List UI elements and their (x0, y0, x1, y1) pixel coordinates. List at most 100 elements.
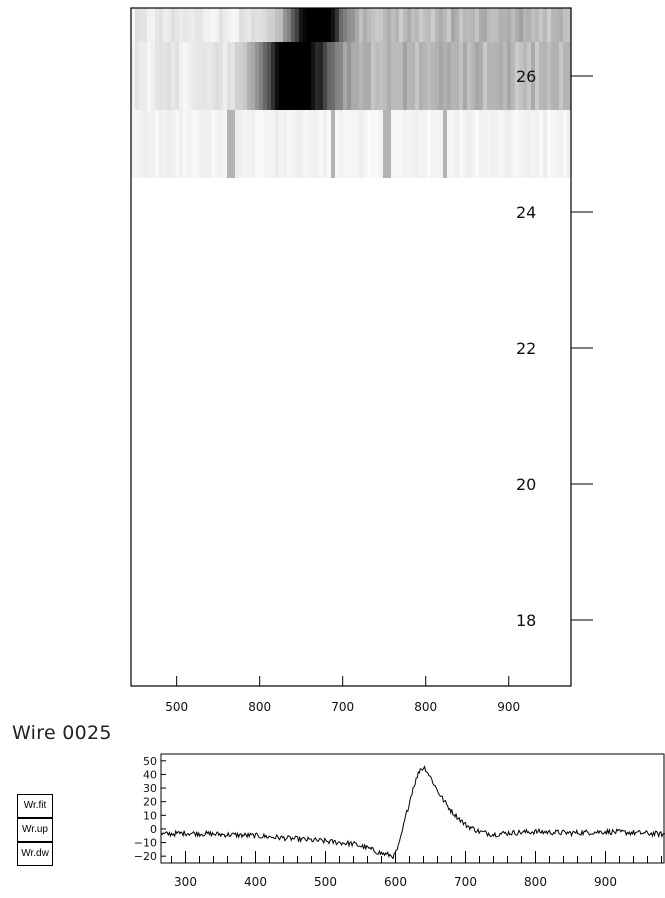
heatmap-row-wire-26 (131, 42, 572, 110)
heatmap-cell (471, 8, 476, 42)
heatmap-cell (567, 110, 572, 178)
heatmap-cell (187, 110, 192, 178)
heatmap-cell (407, 42, 412, 110)
heatmap-cell (503, 110, 508, 178)
heatmap-cell (167, 42, 172, 110)
heatmap-cell (479, 8, 484, 42)
heatmap-cell (199, 110, 204, 178)
heatmap-y-tick-label: 26 (516, 67, 536, 86)
heatmap-cell (411, 42, 416, 110)
heatmap-cell (323, 8, 328, 42)
wire-down-button[interactable]: Wr.dw (17, 842, 53, 866)
heatmap-cell (159, 110, 164, 178)
heatmap-y-tick-label: 22 (516, 339, 536, 358)
heatmap-cell (147, 8, 152, 42)
heatmap-cell (503, 42, 508, 110)
heatmap-cell (551, 42, 556, 110)
heatmap-cell (527, 42, 532, 110)
heatmap-cell (415, 8, 420, 42)
heatmap-cell (431, 8, 436, 42)
heatmap-cell (551, 110, 556, 178)
heatmap-cell (295, 42, 300, 110)
heatmap-cell (419, 8, 424, 42)
heatmap-cell (191, 110, 196, 178)
heatmap-cell (235, 8, 240, 42)
heatmap-cell (515, 110, 520, 178)
heatmap-cell (527, 8, 532, 42)
heatmap-cell (559, 8, 564, 42)
heatmap-cell (143, 110, 148, 178)
heatmap-cell (531, 42, 536, 110)
heatmap-cell (267, 110, 272, 178)
heatmap-cell (219, 110, 224, 178)
heatmap-cell (351, 8, 356, 42)
heatmap-cell (383, 8, 388, 42)
heatmap-cell (291, 8, 296, 42)
heatmap-cell (263, 42, 268, 110)
heatmap-cell (335, 42, 340, 110)
waveform-y-tick-label: 40 (143, 768, 157, 781)
heatmap-frame (130, 7, 572, 687)
heatmap-cell (243, 8, 248, 42)
heatmap-cell (243, 42, 248, 110)
heatmap-cell (399, 8, 404, 42)
heatmap-cell (423, 8, 428, 42)
heatmap-cell (407, 8, 412, 42)
heatmap-cell (315, 8, 320, 42)
heatmap-cell (555, 8, 560, 42)
heatmap-cell (331, 110, 336, 178)
heatmap-cell (363, 42, 368, 110)
heatmap-cell (327, 42, 332, 110)
heatmap-cell (379, 8, 384, 42)
heatmap-cell (279, 8, 284, 42)
heatmap-cell (527, 110, 532, 178)
heatmap-cell (179, 42, 184, 110)
heatmap-cell (315, 42, 320, 110)
heatmap-cell (327, 110, 332, 178)
heatmap-cell (403, 110, 408, 178)
waveform-x-tick-label: 500 (314, 875, 337, 889)
heatmap-cell (211, 8, 216, 42)
waveform-y-tick-label: 10 (143, 809, 157, 822)
wire-fit-button[interactable]: Wr.fit (17, 794, 53, 818)
heatmap-cell (219, 42, 224, 110)
heatmap-cell (423, 42, 428, 110)
heatmap-cell (131, 8, 136, 42)
heatmap-cell (291, 42, 296, 110)
heatmap-cell (411, 8, 416, 42)
heatmap-cell (563, 42, 568, 110)
heatmap-cell (159, 8, 164, 42)
heatmap-cell (263, 8, 268, 42)
heatmap-cell (467, 110, 472, 178)
heatmap-cell (351, 110, 356, 178)
heatmap-cell (319, 110, 324, 178)
heatmap-cell (175, 8, 180, 42)
heatmap-cell (263, 110, 268, 178)
heatmap-cell (299, 8, 304, 42)
heatmap-cell (179, 8, 184, 42)
heatmap-cell (407, 110, 412, 178)
heatmap-cell (439, 8, 444, 42)
heatmap-x-tick-label: 800 (414, 700, 437, 714)
heatmap-cell (251, 8, 256, 42)
heatmap-cell (359, 110, 364, 178)
heatmap-cell (515, 8, 520, 42)
heatmap-cell (135, 42, 140, 110)
wire-up-button[interactable]: Wr.up (17, 818, 53, 842)
heatmap-cell (227, 42, 232, 110)
heatmap-cell (323, 110, 328, 178)
heatmap-cell (427, 8, 432, 42)
heatmap-cell (455, 42, 460, 110)
heatmap-cell (159, 42, 164, 110)
heatmap-cell (367, 8, 372, 42)
heatmap-cell (319, 8, 324, 42)
heatmap-cell (411, 110, 416, 178)
heatmap-cell (231, 42, 236, 110)
heatmap-cell (147, 42, 152, 110)
heatmap-cell (459, 110, 464, 178)
heatmap-cell (151, 110, 156, 178)
heatmap-cell (195, 8, 200, 42)
heatmap-cell (439, 110, 444, 178)
heatmap-cell (331, 8, 336, 42)
